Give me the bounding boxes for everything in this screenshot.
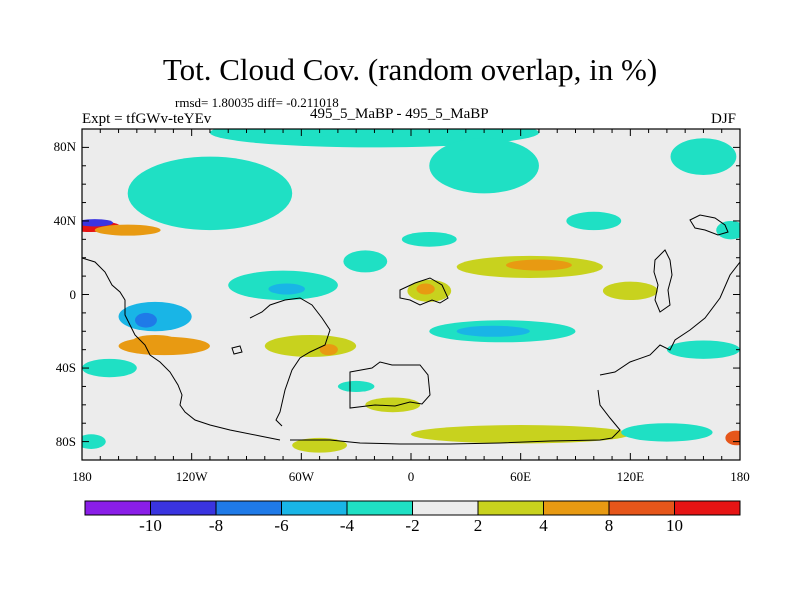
anomaly-region-26 [621,423,713,442]
coastline-indonesia [653,249,673,313]
colorbar-box [674,500,741,516]
colorbar-box [412,500,479,516]
colorbar-box [215,500,282,516]
anomaly-region-14 [343,250,388,273]
anomaly-region-1 [82,219,114,227]
anomaly-region-4 [135,312,157,328]
colorbar-label: 4 [539,516,548,535]
colorbar-box [477,500,544,516]
colorbar-box [543,500,610,516]
colorbar-label: -4 [339,516,355,535]
stats-label: rmsd= 1.80035 diff= -0.211018 [175,95,339,110]
anomaly-region-11 [670,138,737,175]
anomaly-region-2 [94,224,161,236]
coastline-africa [399,277,449,306]
y-tick-label: 40S [55,360,76,376]
coastline-south-america [249,297,331,427]
colorbar-box [84,500,151,516]
colorbar-label: 8 [604,516,614,535]
colorbar-box [150,500,217,516]
x-tick-label: 120W [175,469,208,484]
coastline-asia [689,214,729,236]
coastline-antarctica [290,389,621,445]
coastline-australia [599,261,740,376]
chart-title: Tot. Cloud Cov. (random overlap, in %) [162,52,658,87]
colorbar-box [281,500,348,516]
colorbar-label: -2 [405,516,420,535]
colorbar-box [608,500,675,516]
anomaly-fields [82,129,740,453]
anomaly-region-35 [716,220,740,240]
colorbar-label: -8 [208,516,224,535]
x-tick-label: 60E [510,469,532,484]
x-tick-label: 60W [288,469,314,484]
colorbar-label: 10 [666,516,683,535]
colorbar-label: 2 [473,516,483,535]
anomaly-region-29 [82,358,137,378]
anomaly-region-18 [506,259,572,271]
anomaly-region-30 [82,434,106,449]
x-tick-label: 180 [730,469,750,484]
x-tick-label: 180 [72,469,92,484]
colorbar [84,500,741,516]
anomaly-region-24 [411,425,631,444]
x-tick-label: 120E [616,469,645,484]
anomaly-region-28 [602,281,658,301]
colorbar-label: -6 [274,516,289,535]
anomaly-region-33 [337,380,375,392]
x-tick-label: 0 [407,469,415,484]
anomaly-region-21 [264,334,357,358]
y-tick-label: 80N [53,139,76,155]
anomaly-region-23 [365,397,421,413]
anomaly-region-25 [292,437,348,453]
anomaly-region-31 [725,430,740,446]
anomaly-region-22 [319,344,338,356]
case-label: 495_5_MaBP - 495_5_MaBP [310,106,489,122]
coastline-africa-south [349,361,431,409]
colorbar-label: -10 [139,516,162,535]
y-tick-label: 40N [53,212,76,228]
colorbar-box [346,500,413,516]
anomaly-region-27 [666,340,740,359]
coastline-island [231,345,243,355]
anomaly-region-16 [456,325,530,337]
experiment-label: Expt = tfGWv-teYEv [82,111,212,127]
anomaly-region-20 [416,283,435,295]
y-tick-label: 80S [55,433,76,449]
coastline-americas [82,257,281,441]
y-tick-label: 0 [69,286,77,302]
anomaly-region-6 [133,334,178,346]
coastlines [82,214,740,445]
anomaly-region-13 [268,283,305,295]
anomaly-region-32 [401,231,457,247]
anomaly-region-34 [566,211,622,231]
season-label: DJF [711,111,737,127]
anomaly-region-7 [127,156,293,231]
axis-ticks [81,128,741,461]
anomaly-region-10 [429,138,539,194]
